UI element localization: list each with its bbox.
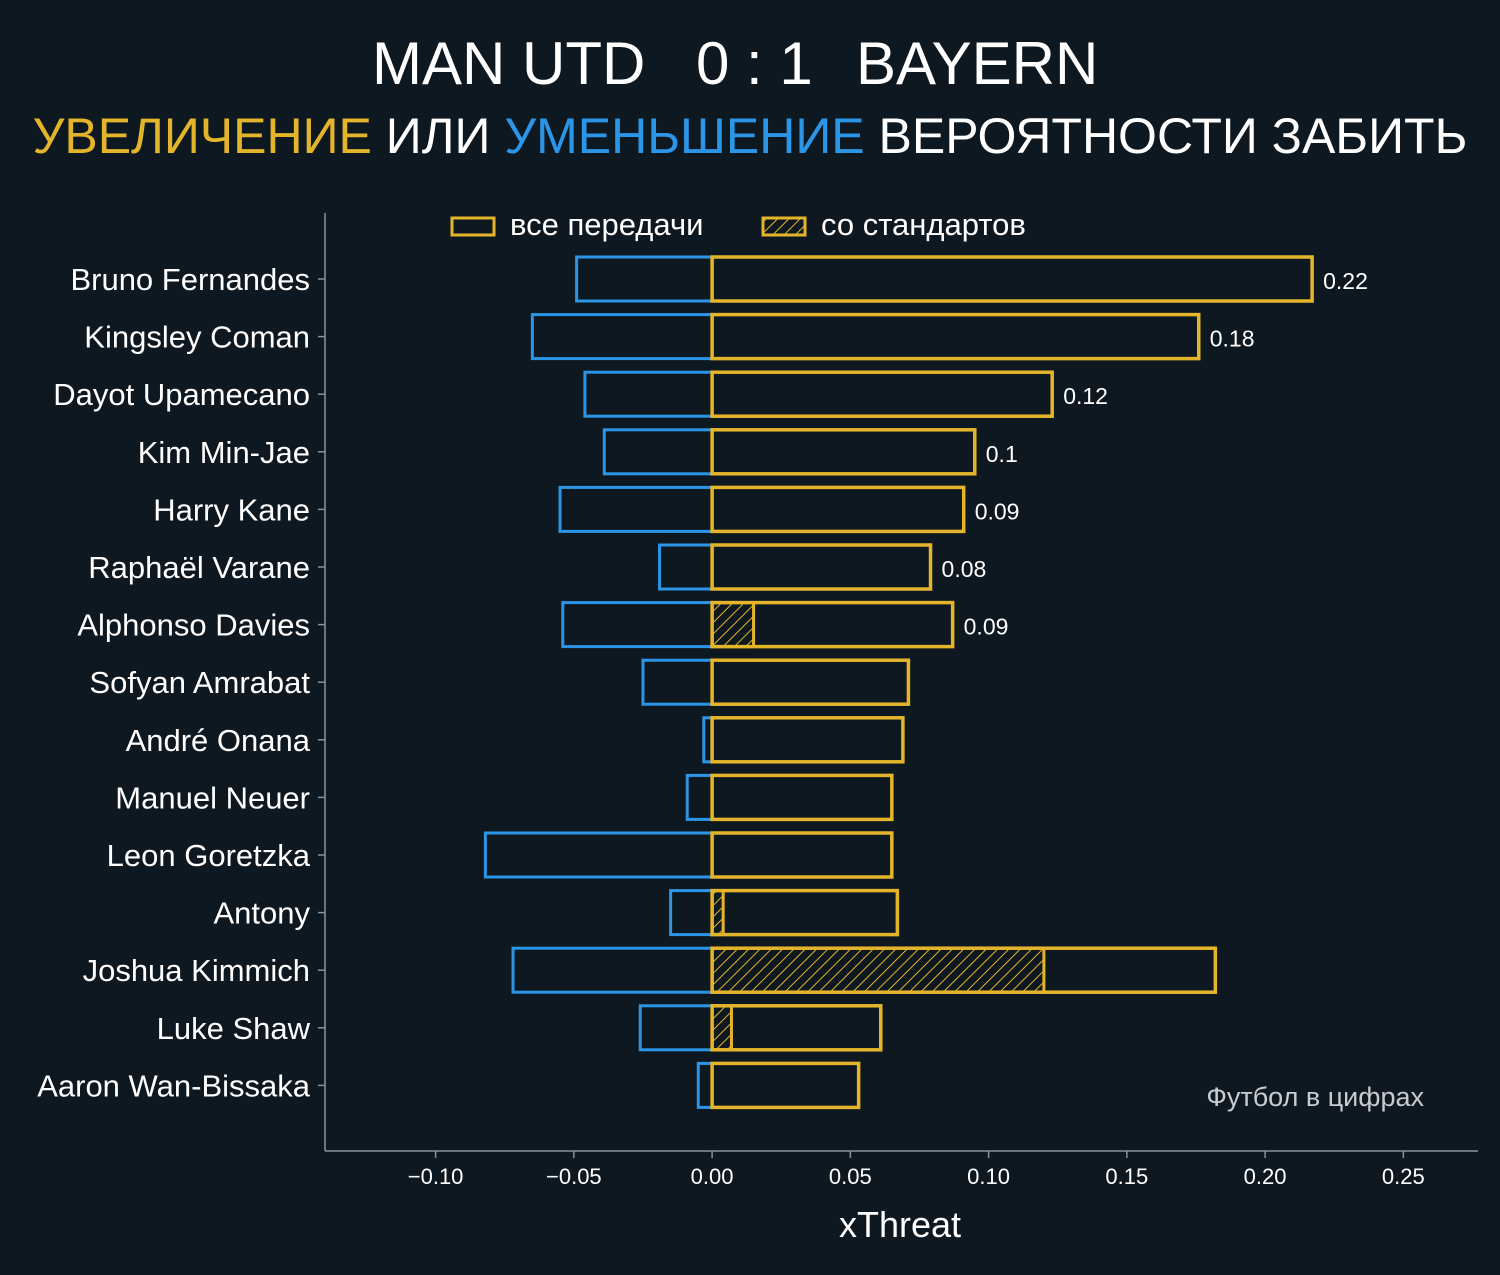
x-tick-label: −0.05: [546, 1164, 602, 1189]
axes: [318, 213, 1478, 1158]
legend: все передачи со стандартов: [450, 207, 1026, 242]
home-team-name: MAN UTD: [372, 30, 646, 97]
subtitle-rest: ВЕРОЯТНОСТИ ЗАБИТЬ: [878, 108, 1468, 164]
decrease-bar: [558, 485, 714, 533]
set-piece-bar: [710, 946, 1046, 994]
increase-bar: [710, 255, 1314, 303]
increase-bar: [710, 370, 1054, 418]
subtitle-increase: УВЕЛИЧЕНИЕ: [32, 108, 372, 164]
decrease-bar: [575, 255, 714, 303]
player-name-label: Harry Kane: [153, 492, 310, 527]
increase-bar: [710, 1061, 861, 1110]
increase-bar: [710, 773, 894, 822]
value-label: 0.1: [986, 441, 1018, 467]
increase-bar: [710, 1004, 883, 1052]
value-label: 0.12: [1063, 383, 1108, 409]
x-tick-label: 0.00: [691, 1164, 734, 1189]
increase-bar: [710, 600, 955, 649]
set-piece-bar: [710, 601, 756, 649]
legend-swatch-outline: [450, 216, 496, 237]
subtitle-decrease: УМЕНЬШЕНИЕ: [504, 108, 865, 164]
decrease-bar: [483, 831, 714, 879]
bars: [483, 255, 1314, 1110]
decrease-bar: [641, 658, 714, 706]
increase-bar: [710, 485, 966, 534]
set-piece-bar: [710, 1004, 733, 1052]
increase-bar: [710, 946, 1218, 994]
x-tick-label: 0.05: [829, 1164, 872, 1189]
x-tick-label: 0.25: [1382, 1164, 1425, 1189]
player-name-label: Antony: [213, 896, 310, 931]
watermark: Футбол в цифрах: [1206, 1082, 1424, 1112]
match-score: 0 : 1: [696, 30, 813, 97]
player-name-label: Kingsley Coman: [84, 320, 310, 355]
x-tick-label: 0.10: [967, 1164, 1010, 1189]
decrease-bar: [669, 889, 714, 937]
player-name-label: Alphonso Davies: [77, 608, 310, 643]
decrease-bar: [511, 946, 714, 994]
increase-bar: [710, 543, 933, 591]
value-label: 0.08: [942, 556, 987, 582]
decrease-bar: [696, 1061, 714, 1109]
player-name-label: Dayot Upamecano: [53, 377, 310, 412]
x-axis-label: xThreat: [839, 1204, 961, 1245]
value-label: 0.18: [1210, 326, 1255, 352]
legend-swatch-hatched: [761, 216, 807, 237]
player-name-label: Sofyan Amrabat: [89, 665, 310, 700]
increase-bar: [710, 428, 977, 476]
match-score-line: MAN UTD 0 : 1 BAYERN: [0, 28, 1500, 100]
legend-label-all-passes: все передачи: [510, 207, 703, 242]
value-label: 0.09: [975, 498, 1020, 524]
decrease-bar: [561, 601, 714, 649]
decrease-bar: [638, 1004, 714, 1052]
decrease-bar: [602, 428, 714, 476]
player-name-label: Manuel Neuer: [115, 780, 310, 815]
x-tick-label: 0.15: [1105, 1164, 1148, 1189]
labels: −0.10 −0.05 0.00 0.05 0.10 0.15 0.20 0.25 xThrea…: [37, 262, 1425, 1245]
away-team-name: BAYERN: [856, 30, 1099, 97]
decrease-bar: [658, 543, 714, 591]
subtitle-or: ИЛИ: [385, 108, 491, 164]
increase-bar: [710, 658, 911, 706]
increase-bar: [710, 888, 900, 937]
decrease-bar: [583, 370, 714, 418]
chart-subtitle: УВЕЛИЧЕНИЕ ИЛИ УМЕНЬШЕНИЕ ВЕРОЯТНОСТИ ЗА…: [0, 104, 1500, 168]
player-name-label: Raphaël Varane: [88, 550, 310, 585]
increase-bar: [710, 831, 894, 879]
legend-label-set-pieces: со стандартов: [821, 207, 1026, 242]
x-tick-label: −0.10: [408, 1164, 464, 1189]
player-name-label: Leon Goretzka: [107, 838, 311, 873]
increase-bar: [710, 716, 905, 764]
decrease-bar: [685, 773, 714, 821]
value-label: 0.09: [964, 614, 1009, 640]
decrease-bar: [530, 313, 714, 361]
player-name-label: Joshua Kimmich: [83, 953, 310, 988]
x-tick-label: 0.20: [1244, 1164, 1287, 1189]
value-label: 0.22: [1323, 268, 1368, 294]
player-name-label: Bruno Fernandes: [70, 262, 310, 297]
increase-bar: [710, 312, 1201, 361]
player-name-label: Kim Min-Jae: [138, 435, 310, 470]
player-name-label: Aaron Wan-Bissaka: [37, 1068, 311, 1103]
player-name-label: André Onana: [126, 723, 311, 758]
player-name-label: Luke Shaw: [157, 1011, 311, 1046]
